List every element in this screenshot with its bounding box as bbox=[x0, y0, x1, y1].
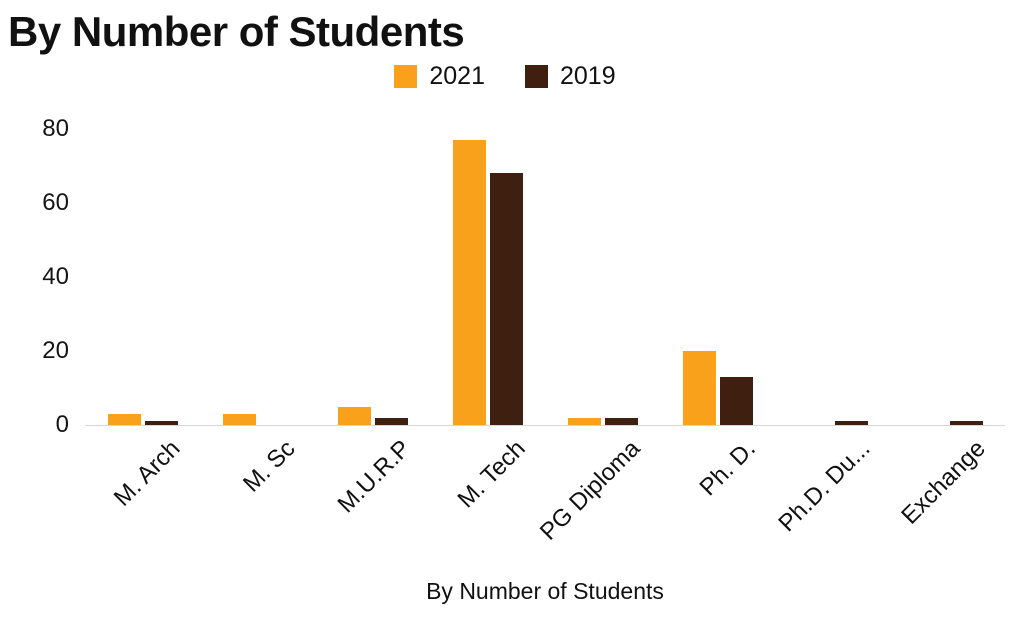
y-axis: 0 20 40 60 80 bbox=[0, 117, 85, 437]
legend-label-2019: 2019 bbox=[560, 62, 616, 90]
y-axis-tick: 80 bbox=[42, 115, 69, 142]
y-axis-tick: 60 bbox=[42, 189, 69, 216]
category-column: Ph. D. bbox=[660, 129, 775, 501]
legend-item-2019[interactable]: 2019 bbox=[525, 62, 616, 91]
category-column: M.U.R.P bbox=[315, 129, 430, 518]
bar-2021[interactable] bbox=[567, 417, 601, 425]
category-column: Ph.D. Du... bbox=[774, 129, 890, 537]
y-axis-tick: 20 bbox=[42, 337, 69, 364]
plot-area: M. Arch M. Sc M.U.R.P M. Tech PG Diploma Ph. … bbox=[85, 129, 1005, 546]
category-column: Exchange bbox=[890, 129, 1005, 530]
bar-2019[interactable] bbox=[834, 421, 868, 425]
category-column: M. Sc bbox=[200, 129, 315, 497]
bar-2021[interactable] bbox=[222, 413, 256, 425]
x-axis-label: PG Diploma bbox=[535, 435, 646, 546]
x-axis-label: M. Tech bbox=[452, 435, 531, 514]
y-axis-tick: 40 bbox=[42, 263, 69, 290]
legend-item-2021[interactable]: 2021 bbox=[394, 62, 485, 91]
category-column: PG Diploma bbox=[535, 129, 660, 546]
y-axis-tick: 0 bbox=[55, 411, 69, 438]
category-column: M. Arch bbox=[85, 129, 200, 512]
x-axis-label: Ph. D. bbox=[694, 435, 761, 502]
x-axis-label: Ph.D. Du... bbox=[773, 435, 876, 538]
legend-swatch-2019 bbox=[525, 65, 548, 88]
bar-2019[interactable] bbox=[489, 173, 523, 425]
x-axis-label: M. Arch bbox=[108, 435, 186, 512]
legend-label-2021: 2021 bbox=[429, 62, 485, 90]
bar-2019[interactable] bbox=[374, 417, 408, 425]
x-axis-title: By Number of Students bbox=[426, 578, 664, 604]
x-axis-label: M. Sc bbox=[238, 435, 301, 498]
bar-2021[interactable] bbox=[337, 406, 371, 425]
x-axis-label: Exchange bbox=[896, 435, 991, 530]
bar-2019[interactable] bbox=[949, 421, 983, 425]
category-column: M. Tech bbox=[430, 129, 545, 513]
legend: 2021 2019 bbox=[0, 62, 1010, 91]
bar-2019[interactable] bbox=[719, 376, 753, 425]
x-axis-label: M.U.R.P bbox=[332, 435, 416, 519]
chart-title: By Number of Students bbox=[8, 8, 465, 55]
bar-2021[interactable] bbox=[452, 140, 486, 425]
bar-2021[interactable] bbox=[682, 351, 716, 425]
bar-2019[interactable] bbox=[604, 417, 638, 425]
bar-2019[interactable] bbox=[144, 421, 178, 425]
bar-2021[interactable] bbox=[107, 413, 141, 425]
legend-swatch-2021 bbox=[394, 65, 418, 88]
